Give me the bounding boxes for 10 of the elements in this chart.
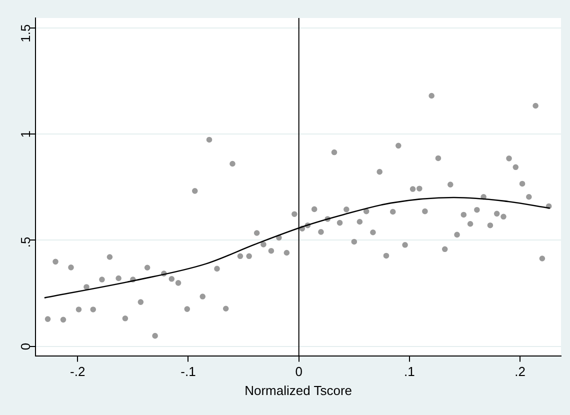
x-tick-label: -.2 — [70, 364, 86, 380]
x-tick-label: 0 — [295, 364, 302, 380]
x-axis-title: Normalized Tscore — [244, 382, 352, 398]
y-tick-label: 0 — [18, 342, 34, 350]
x-tick-label: -.1 — [180, 364, 196, 380]
x-tick-label: .1 — [404, 364, 415, 380]
x-tick-label: .2 — [514, 364, 526, 380]
y-tick-label: .5 — [18, 236, 34, 248]
y-tick-label: 1.5 — [18, 24, 34, 42]
y-tick-label: 1 — [18, 130, 34, 138]
